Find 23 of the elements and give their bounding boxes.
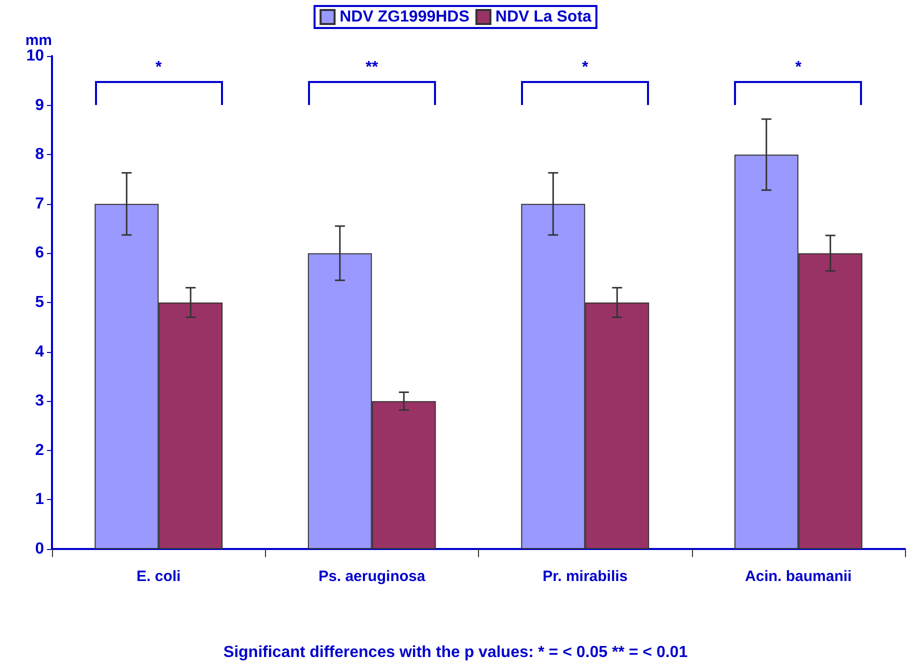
annotation: * (794, 58, 802, 77)
x-tick-label: Acin. baumanii (745, 568, 852, 585)
y-tick-label: 6 (35, 244, 44, 262)
y-tick-label: 10 (26, 48, 44, 64)
y-tick-label: 1 (35, 491, 44, 508)
x-tick-label: Pr. mirabilis (542, 568, 628, 585)
y-tick-label: 9 (35, 96, 44, 114)
annotation: * (154, 58, 163, 77)
y-tick-label: 4 (35, 343, 44, 360)
y-axis-title: mm (25, 32, 52, 49)
y-tick-label: 3 (35, 392, 44, 410)
y-tick-label: 7 (35, 195, 44, 212)
legend-label: NDV ZG1999HDS (340, 8, 470, 26)
legend-label: NDV La Sota (495, 8, 592, 26)
y-tick-label: 8 (35, 146, 44, 164)
x-tick-label: Ps. aeruginosa (318, 568, 426, 585)
y-tick-label: 5 (35, 294, 44, 311)
text: Significant differences with the p values: * = < 0.05 ** = < 0.01 (222, 644, 689, 662)
annotation: * (581, 58, 590, 77)
y-tick-label: 0 (35, 540, 44, 558)
annotation: ** (364, 58, 380, 77)
x-tick-label: E. coli (136, 568, 181, 585)
y-tick-label: 2 (35, 442, 44, 459)
